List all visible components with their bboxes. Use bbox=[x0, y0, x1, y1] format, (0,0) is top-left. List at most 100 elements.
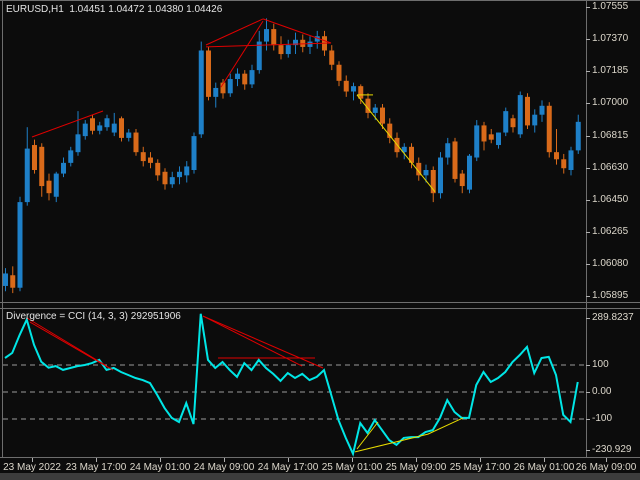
price-axis-label: 1.06630 bbox=[592, 162, 629, 173]
price-axis-label: 1.07555 bbox=[592, 1, 629, 12]
time-axis-label: 23 May 2022 bbox=[3, 462, 61, 473]
candle-bear bbox=[510, 118, 516, 128]
candle-bull bbox=[97, 125, 103, 131]
candle-bull bbox=[307, 41, 313, 47]
candle-bull bbox=[169, 177, 175, 185]
candle-bear bbox=[387, 123, 393, 138]
candle-bull bbox=[256, 41, 262, 71]
time-axis-label: 25 May 09:00 bbox=[385, 462, 447, 473]
candle-bull bbox=[372, 107, 378, 113]
candle-bull bbox=[401, 146, 407, 153]
candle-bull bbox=[17, 202, 23, 288]
time-axis-label: 26 May 01:00 bbox=[513, 462, 575, 473]
candle-bull bbox=[351, 86, 356, 92]
price-axis-label: 1.07370 bbox=[592, 33, 629, 44]
candle-bear bbox=[242, 73, 248, 85]
candle-bull bbox=[61, 162, 66, 174]
time-axis-label: 26 May 09:00 bbox=[575, 462, 637, 473]
cci-divergence-line-bear bbox=[26, 317, 106, 366]
candle-bull bbox=[532, 114, 538, 126]
time-axis-label: 23 May 17:00 bbox=[65, 462, 127, 473]
price-axis-label: 1.07000 bbox=[592, 97, 629, 108]
candle-bull bbox=[285, 45, 291, 55]
candle-bull bbox=[177, 171, 182, 178]
chart-title-ohlc: EURUSD,H1 1.04451 1.04472 1.04380 1.0442… bbox=[6, 4, 223, 15]
candle-bull bbox=[104, 118, 110, 128]
candle-bear bbox=[452, 141, 458, 179]
time-axis-label: 25 May 17:00 bbox=[449, 462, 511, 473]
candle-bear bbox=[343, 80, 349, 92]
candle-bear bbox=[39, 146, 45, 187]
price-axis-label: 1.06450 bbox=[592, 194, 629, 205]
candle-bear bbox=[525, 96, 530, 126]
candle-bull bbox=[235, 73, 240, 80]
candle-bear bbox=[148, 157, 153, 163]
candle-bear bbox=[459, 173, 465, 187]
price-panel[interactable] bbox=[3, 18, 581, 294]
candle-bear bbox=[380, 107, 385, 124]
indicator-panel[interactable] bbox=[3, 313, 586, 457]
price-divergence-line-bear bbox=[205, 18, 264, 46]
candle-bull bbox=[423, 170, 429, 176]
cci-divergence-line-bear bbox=[29, 321, 114, 371]
candle-bear bbox=[10, 275, 16, 288]
candle-bear bbox=[119, 118, 124, 138]
candle-bear bbox=[220, 82, 226, 94]
candle-bear bbox=[365, 98, 371, 113]
candle-bear bbox=[488, 134, 494, 140]
candle-bull bbox=[467, 155, 472, 190]
candle-bear bbox=[300, 39, 306, 47]
candle-bull bbox=[198, 50, 204, 135]
price-axis-label: 1.06080 bbox=[592, 258, 629, 269]
price-axis-label: 1.07185 bbox=[592, 65, 629, 76]
candle-bull bbox=[213, 87, 219, 97]
indicator-label: Divergence = CCI (14, 3, 3) 292951906 bbox=[6, 311, 181, 322]
indicator-axis-label: -230.929 bbox=[592, 444, 632, 455]
candle-bull bbox=[75, 134, 81, 153]
candle-bear bbox=[140, 152, 146, 162]
candle-bull bbox=[517, 95, 523, 135]
candle-bull bbox=[438, 157, 443, 194]
candle-bear bbox=[271, 29, 277, 46]
candle-bear bbox=[329, 50, 335, 65]
candle-bull bbox=[184, 166, 190, 176]
candle-bear bbox=[90, 118, 95, 131]
candle-bear bbox=[416, 162, 422, 176]
time-axis-label: 24 May 09:00 bbox=[193, 462, 255, 473]
candle-bull bbox=[126, 132, 132, 138]
candle-bear bbox=[546, 105, 552, 153]
candle-bear bbox=[206, 50, 211, 97]
price-divergence-line-bull bbox=[356, 94, 436, 193]
candle-bull bbox=[314, 36, 320, 42]
price-axis-label: 1.06265 bbox=[592, 226, 629, 237]
indicator-axis-label: 0.00 bbox=[592, 386, 612, 397]
chart-frame bbox=[0, 0, 640, 458]
candle-bull bbox=[53, 173, 59, 197]
price-divergence-line-bear bbox=[220, 20, 264, 88]
candle-bull bbox=[539, 105, 545, 115]
candle-bear bbox=[561, 159, 567, 169]
candle-bull bbox=[191, 136, 197, 171]
candle-bull bbox=[82, 123, 88, 137]
time-axis-label: 24 May 01:00 bbox=[129, 462, 191, 473]
time-axis-label: 25 May 01:00 bbox=[321, 462, 383, 473]
candle-bear bbox=[358, 86, 364, 99]
time-axis-label: 24 May 17:00 bbox=[257, 462, 319, 473]
candle-bull bbox=[249, 70, 255, 85]
price-divergence-line-bear bbox=[31, 110, 104, 138]
indicator-axis-label: 100 bbox=[592, 359, 609, 370]
cci-divergence-line-bear bbox=[202, 315, 303, 367]
indicator-axis-label: 289.8237 bbox=[592, 312, 634, 323]
candle-bull bbox=[496, 132, 501, 146]
candle-bear bbox=[155, 162, 161, 176]
candle-bear bbox=[278, 45, 284, 55]
candle-bear bbox=[430, 170, 436, 194]
candle-bull bbox=[575, 121, 581, 151]
candle-bear bbox=[409, 146, 414, 163]
candle-bull bbox=[293, 39, 298, 46]
bottom-scroll-strip[interactable] bbox=[0, 473, 640, 480]
candle-bull bbox=[111, 123, 117, 133]
candle-bull bbox=[445, 143, 451, 158]
